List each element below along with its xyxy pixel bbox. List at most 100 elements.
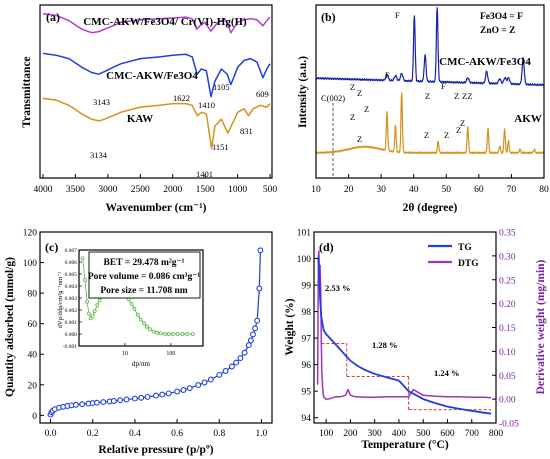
inset-data-point bbox=[163, 332, 168, 336]
bet-data-point bbox=[201, 379, 208, 386]
bet-data-point bbox=[186, 385, 193, 392]
inset-x-tick-label: 10 bbox=[122, 351, 128, 357]
tga-y-tick-label: 94 bbox=[302, 414, 312, 424]
ftir-annot-1401: 1401 bbox=[196, 169, 213, 179]
xrd-x-tick-label: 10 bbox=[311, 185, 321, 195]
tga-ticks: 100 200 300 400 500 600 700 800 94 95 96 97 98 99 100 1… bbox=[297, 229, 519, 440]
inset-data-point bbox=[132, 306, 137, 311]
xrd-annot-z5: Z bbox=[350, 112, 355, 122]
bet-data-point bbox=[254, 317, 261, 324]
xrd-x-axis-label: 2θ (degree) bbox=[403, 202, 458, 214]
bet-data-point bbox=[79, 401, 86, 408]
inset-data-point bbox=[147, 327, 152, 332]
inset-y-tick-label: 0.006 bbox=[65, 260, 78, 266]
tga-y2-tick-label: 0.05 bbox=[499, 372, 516, 382]
xrd-annot-z2: Z bbox=[357, 88, 362, 98]
tga-y2-tick-label: 0.35 bbox=[499, 229, 516, 239]
panel-d: (d) 2.53 % 1.28 % 1.24 % TG DTG 100 200 30… bbox=[284, 229, 547, 452]
bet-data-point bbox=[216, 371, 223, 378]
tga-y2-tick-label: 0.20 bbox=[499, 300, 516, 310]
panel-a-label: (a) bbox=[46, 10, 60, 24]
bet-data-point bbox=[174, 388, 181, 395]
xrd-annot-z3: Z bbox=[425, 91, 430, 101]
bet-data-point bbox=[123, 396, 130, 403]
bet-y-tick-label: 20 bbox=[28, 381, 38, 391]
inset-data-point bbox=[144, 324, 149, 329]
inset-y-tick-label: 0.002 bbox=[65, 308, 78, 314]
tga-legend: TG DTG bbox=[428, 243, 479, 269]
bet-x-tick-label: 0.0 bbox=[45, 429, 57, 439]
bet-data-point bbox=[117, 397, 124, 404]
inset-data-point bbox=[97, 298, 102, 303]
tga-x-tick-label: 500 bbox=[416, 429, 431, 439]
inset-data-point bbox=[151, 329, 156, 334]
xrd-y-axis-label: Intensity (a.u.) bbox=[297, 56, 309, 128]
bet-data-point bbox=[195, 382, 202, 389]
bet-data-point bbox=[144, 393, 151, 400]
inset-data-point bbox=[83, 278, 87, 282]
ftir-series-line-3 bbox=[42, 97, 271, 150]
bet-pore-volume: Pore volume = 0.086 cm³g⁻¹ bbox=[88, 272, 200, 282]
bet-surface-area: BET = 29.478 m²g⁻¹ bbox=[104, 258, 185, 268]
bet-data-point bbox=[93, 399, 100, 406]
bet-data-point bbox=[256, 285, 263, 292]
xrd-series-label-blue: CMC-AKW/Fe3O4 bbox=[439, 56, 531, 68]
ftir-x-axis-label: Wavenumber (cm⁻¹) bbox=[106, 202, 207, 214]
bet-y-tick-label: 0 bbox=[32, 412, 37, 422]
xrd-x-tick-label: 30 bbox=[376, 185, 386, 195]
xrd-annot-z4: Z bbox=[454, 91, 459, 101]
xrd-plot-area bbox=[315, 6, 545, 155]
bet-x-axis-label: Relative pressure (p/pº) bbox=[98, 444, 213, 456]
bet-x-tick-label: 1.0 bbox=[256, 429, 268, 439]
inset-data-point bbox=[170, 332, 175, 336]
ftir-annot-831: 831 bbox=[240, 126, 253, 136]
bet-data-point bbox=[110, 398, 117, 404]
ftir-annot-1410: 1410 bbox=[198, 100, 215, 110]
bet-x-tick-label: 0.2 bbox=[87, 429, 99, 439]
inset-data-point bbox=[138, 317, 143, 322]
ftir-x-tick-label: 1000 bbox=[228, 185, 247, 195]
tga-y2-tick-label: 0.25 bbox=[499, 276, 516, 286]
ftir-annot-609: 609 bbox=[256, 89, 269, 99]
inset-y-tick-label: -0.001 bbox=[63, 344, 77, 350]
inset-data-point bbox=[166, 332, 171, 336]
tga-x-tick-label: 700 bbox=[465, 429, 480, 439]
xrd-annot-z11: Z bbox=[460, 118, 465, 128]
inset-data-point bbox=[135, 312, 140, 317]
tga-y2-tick-label: 0.15 bbox=[499, 324, 516, 334]
xrd-annot-z6: Z bbox=[357, 134, 362, 144]
ftir-annot-3143: 3143 bbox=[93, 97, 110, 107]
ftir-x-tick-label: 2000 bbox=[163, 185, 182, 195]
ftir-y-axis-label: Transmittance bbox=[21, 56, 33, 127]
ftir-annot-1105: 1105 bbox=[213, 82, 230, 92]
tga-y-tick-label: 99 bbox=[302, 282, 312, 292]
bet-x-tick-label: 0.8 bbox=[213, 429, 225, 439]
tga-y2-tick-label: 0.00 bbox=[499, 396, 516, 406]
tga-plot-area bbox=[316, 250, 492, 415]
ftir-series-line-1 bbox=[42, 12, 271, 34]
tga-y-axis-label: Weight (%) bbox=[284, 298, 296, 355]
bet-ticks: 0.0 0.2 0.4 0.6 0.8 1.0 0 20 40 60 80 100 120 bbox=[23, 229, 268, 440]
bet-data-point bbox=[180, 387, 187, 393]
bet-y-tick-label: 100 bbox=[23, 259, 38, 269]
panel-c-label: (c) bbox=[45, 240, 58, 254]
bet-data-point bbox=[241, 349, 248, 356]
ftir-x-ticks: 4000 3500 3000 2500 2000 1500 1000 500 bbox=[34, 174, 277, 195]
inset-data-point bbox=[190, 332, 195, 336]
ftir-x-tick-label: 2500 bbox=[131, 185, 150, 195]
xrd-annot-z10: Z bbox=[456, 125, 461, 135]
tga-y-tick-label: 97 bbox=[302, 335, 312, 345]
inset-data-point bbox=[175, 332, 180, 336]
bet-data-point bbox=[222, 368, 229, 374]
xrd-annot-z7: Z bbox=[364, 104, 369, 114]
xrd-x-tick-label: 50 bbox=[442, 185, 452, 195]
inset-data-point bbox=[142, 321, 146, 326]
xrd-x-tick-label: 20 bbox=[344, 185, 354, 195]
ftir-annot-3134: 3134 bbox=[90, 150, 108, 160]
bet-y-tick-label: 40 bbox=[28, 351, 38, 361]
xrd-x-tick-label: 60 bbox=[474, 185, 484, 195]
tga-y2-tick-label: -0.05 bbox=[499, 420, 519, 430]
ftir-x-tick-label: 3000 bbox=[98, 185, 117, 195]
bet-data-point bbox=[228, 363, 235, 370]
inset-data-point bbox=[85, 299, 89, 304]
